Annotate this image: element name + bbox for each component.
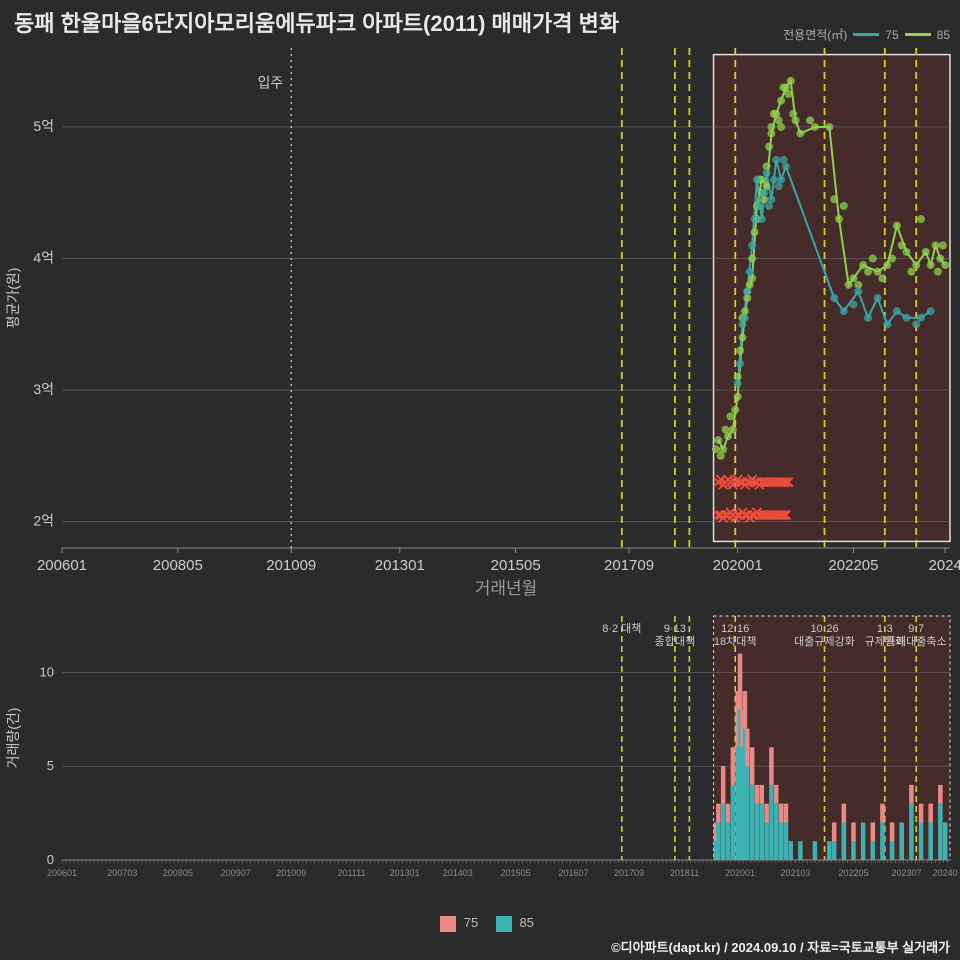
svg-text:202205: 202205: [828, 557, 878, 574]
svg-text:201301: 201301: [390, 868, 420, 878]
svg-text:입주: 입주: [257, 74, 283, 90]
legend-bottom-swatch-75: [440, 916, 456, 932]
svg-text:201301: 201301: [375, 557, 425, 574]
svg-text:200907: 200907: [221, 868, 251, 878]
svg-text:200805: 200805: [163, 868, 193, 878]
svg-text:202001: 202001: [725, 868, 755, 878]
svg-text:201505: 201505: [491, 557, 541, 574]
svg-text:202307: 202307: [892, 868, 922, 878]
svg-text:9·7: 9·7: [908, 623, 924, 635]
svg-text:거래량(건): 거래량(건): [5, 708, 21, 769]
svg-text:9·13: 9·13: [664, 623, 686, 635]
svg-text:5억: 5억: [33, 118, 54, 134]
svg-text:8·2 대책: 8·2 대책: [602, 622, 641, 635]
svg-text:특례대출축소: 특례대출축소: [886, 635, 947, 648]
svg-text:1·3: 1·3: [877, 623, 893, 635]
svg-text:0: 0: [47, 852, 54, 867]
svg-text:201403: 201403: [443, 868, 473, 878]
svg-text:2024: 2024: [928, 557, 960, 574]
svg-text:200601: 200601: [37, 557, 87, 574]
svg-text:2억: 2억: [33, 513, 54, 529]
svg-text:201009: 201009: [276, 868, 306, 878]
legend-swatch-85: [905, 33, 931, 36]
svg-text:종합대책: 종합대책: [655, 635, 695, 648]
legend-swatch-75: [853, 33, 879, 36]
svg-text:201111: 201111: [338, 868, 366, 878]
svg-text:200805: 200805: [153, 557, 203, 574]
svg-text:202205: 202205: [838, 868, 868, 878]
svg-text:10: 10: [40, 664, 54, 679]
svg-text:200703: 200703: [107, 868, 137, 878]
svg-text:201607: 201607: [559, 868, 589, 878]
credit-text: ©디아파트(dapt.kr) / 2024.09.10 / 자료=국토교통부 실…: [611, 937, 950, 956]
svg-text:20240: 20240: [933, 868, 958, 878]
svg-text:202001: 202001: [713, 557, 763, 574]
svg-text:201709: 201709: [604, 557, 654, 574]
legend-bottom-swatch-85: [496, 916, 512, 932]
svg-text:201009: 201009: [266, 557, 316, 574]
price-chart: 2억 3억 4억 5억평균가(원) 200601 200805 201009 201301 20…: [0, 38, 960, 608]
svg-text:202103: 202103: [781, 868, 811, 878]
svg-text:200601: 200601: [47, 868, 77, 878]
volume-chart: 0 5 10 거래량(건) 200601 200703 200805 200907 201009…: [0, 610, 960, 900]
legend-bottom: 75 85: [0, 915, 960, 932]
svg-text:12·16: 12·16: [721, 623, 749, 635]
svg-text:10·26: 10·26: [810, 623, 838, 635]
svg-text:3억: 3억: [33, 381, 54, 397]
svg-text:5: 5: [47, 758, 54, 773]
legend-bottom-label-85: 85: [519, 915, 533, 930]
svg-text:18차대책: 18차대책: [714, 635, 757, 648]
legend-bottom-label-75: 75: [464, 915, 478, 930]
svg-text:201505: 201505: [501, 868, 531, 878]
svg-text:201709: 201709: [614, 868, 644, 878]
svg-text:4억: 4억: [33, 250, 54, 266]
svg-text:거래년월: 거래년월: [475, 579, 538, 598]
svg-text:평균가(원): 평균가(원): [5, 268, 21, 329]
svg-text:대출규제강화: 대출규제강화: [794, 635, 855, 648]
svg-text:201811: 201811: [670, 868, 699, 878]
